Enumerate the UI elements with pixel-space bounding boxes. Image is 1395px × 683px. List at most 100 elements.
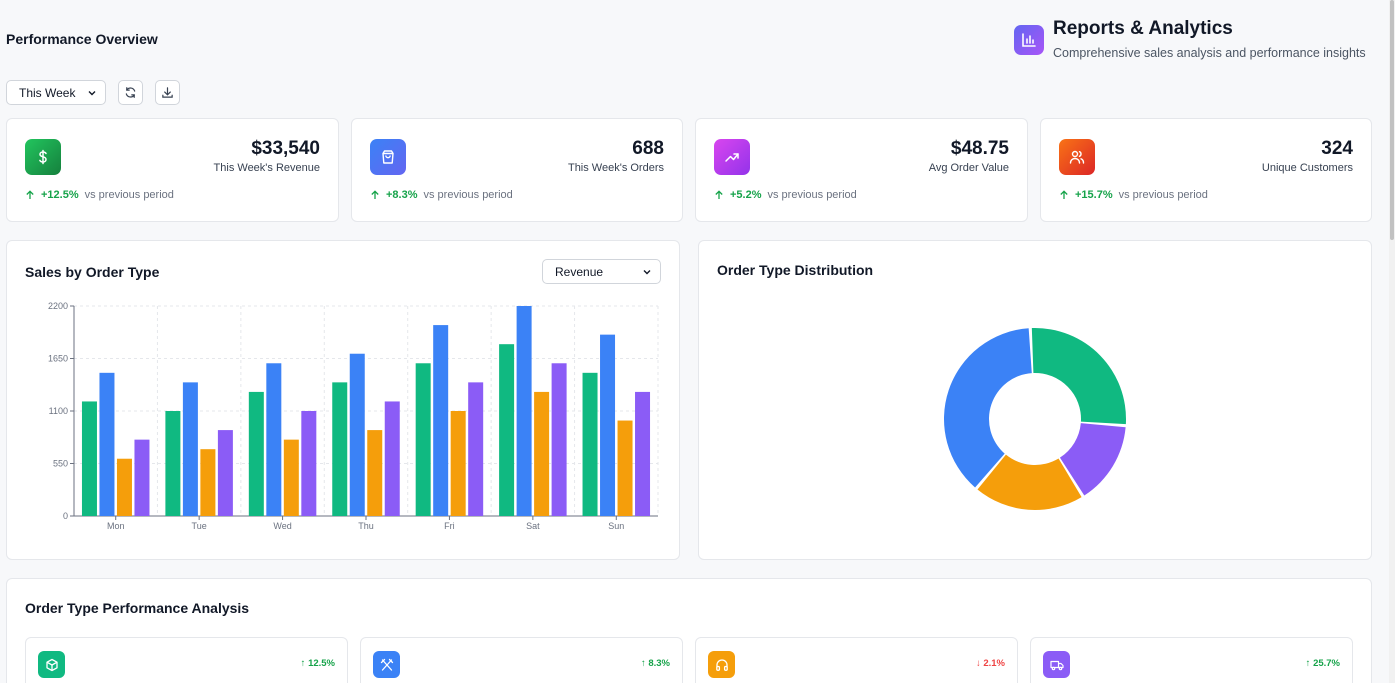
kpi-card-customers: 324 Unique Customers +15.7% vs previous … bbox=[1040, 118, 1372, 222]
arrow-up-icon: ↑ bbox=[300, 658, 309, 669]
bar[interactable] bbox=[248, 391, 264, 516]
kpi-value: 688 bbox=[632, 138, 664, 159]
kpi-change: +15.7% bbox=[1075, 189, 1113, 201]
download-icon bbox=[162, 87, 173, 98]
scrollbar-track[interactable] bbox=[1389, 0, 1395, 683]
bar[interactable] bbox=[433, 325, 449, 516]
analysis-trend-value: 2.1% bbox=[983, 658, 1005, 669]
bar[interactable] bbox=[301, 411, 317, 516]
analysis-trend: ↑ 12.5% bbox=[301, 658, 335, 669]
kpi-card-revenue: $33,540 This Week's Revenue +12.5% vs pr… bbox=[6, 118, 339, 222]
x-tick-label: Thu bbox=[358, 521, 374, 531]
bar[interactable] bbox=[266, 363, 282, 516]
bar[interactable] bbox=[217, 430, 233, 516]
analysis-trend-value: 12.5% bbox=[308, 658, 335, 669]
arrow-up-icon bbox=[371, 190, 379, 199]
analysis-trend-value: 8.3% bbox=[648, 658, 670, 669]
chevron-down-icon bbox=[88, 90, 96, 95]
y-tick-label: 2200 bbox=[48, 301, 68, 311]
bar[interactable] bbox=[99, 372, 115, 516]
analysis-card-package[interactable]: ↑ 12.5% bbox=[25, 637, 348, 683]
refresh-button[interactable] bbox=[118, 80, 143, 105]
donut-slice[interactable] bbox=[977, 454, 1082, 510]
bar[interactable] bbox=[384, 401, 400, 516]
kpi-label: Unique Customers bbox=[1261, 162, 1353, 174]
package-icon bbox=[38, 651, 65, 678]
bar-chart-icon bbox=[1014, 25, 1044, 55]
x-tick-label: Sun bbox=[608, 521, 624, 531]
distribution-chart-card: Order Type Distribution bbox=[698, 240, 1372, 560]
analysis-title: Order Type Performance Analysis bbox=[25, 600, 250, 616]
bar[interactable] bbox=[499, 344, 515, 516]
bar[interactable] bbox=[635, 391, 651, 516]
kpi-value: $48.75 bbox=[950, 138, 1009, 159]
chevron-down-icon bbox=[643, 269, 651, 274]
analysis-trend-value: 25.7% bbox=[1313, 658, 1340, 669]
bar[interactable] bbox=[200, 449, 216, 516]
y-tick-label: 1650 bbox=[48, 354, 68, 364]
scrollbar-thumb[interactable] bbox=[1390, 0, 1394, 240]
x-tick-label: Wed bbox=[273, 521, 291, 531]
analysis-trend: ↑ 8.3% bbox=[641, 658, 670, 669]
metric-select[interactable]: Revenue bbox=[542, 259, 661, 284]
toolbar: This Week bbox=[6, 80, 180, 105]
kpi-trend: +8.3% vs previous period bbox=[370, 189, 513, 201]
kpi-label: This Week's Orders bbox=[567, 162, 664, 174]
arrow-up-icon: ↑ bbox=[1305, 658, 1314, 669]
sales-bar-chart: 0 550 1100 1650 2200 Mon Tue Wed Thu Fri Sat Sun bbox=[48, 301, 659, 531]
distribution-chart-title: Order Type Distribution bbox=[717, 262, 874, 278]
kpi-trend: +12.5% vs previous period bbox=[25, 189, 174, 201]
bar[interactable] bbox=[468, 382, 484, 516]
kpi-change: +12.5% bbox=[41, 189, 79, 201]
donut-slice[interactable] bbox=[1059, 423, 1126, 496]
x-tick-label: Tue bbox=[192, 521, 207, 531]
kpi-change: +5.2% bbox=[730, 189, 762, 201]
bar[interactable] bbox=[332, 382, 348, 516]
kpi-trend: +5.2% vs previous period bbox=[714, 189, 857, 201]
period-select-value: This Week bbox=[19, 85, 76, 100]
bar[interactable] bbox=[516, 306, 532, 516]
headphones-icon bbox=[708, 651, 735, 678]
arrow-up-icon bbox=[1060, 190, 1068, 199]
donut-slice[interactable] bbox=[944, 328, 1032, 488]
bar[interactable] bbox=[367, 430, 383, 516]
y-tick-label: 1100 bbox=[49, 406, 68, 416]
kpi-label: Avg Order Value bbox=[928, 162, 1009, 174]
kpi-compare: vs previous period bbox=[84, 189, 174, 201]
kpi-value: 324 bbox=[1321, 138, 1353, 159]
bar[interactable] bbox=[116, 458, 132, 516]
analysis-trend: ↑ 25.7% bbox=[1306, 658, 1340, 669]
bar[interactable] bbox=[349, 353, 365, 516]
arrow-up-icon: ↑ bbox=[640, 658, 649, 669]
bar[interactable] bbox=[600, 334, 616, 516]
analysis-card-delivery[interactable]: ↑ 25.7% bbox=[1030, 637, 1353, 683]
distribution-donut-chart bbox=[944, 328, 1126, 510]
arrow-up-icon bbox=[715, 190, 723, 199]
bar[interactable] bbox=[81, 401, 97, 516]
brand-subtitle: Comprehensive sales analysis and perform… bbox=[1053, 46, 1366, 60]
y-tick-label: 550 bbox=[53, 459, 68, 469]
download-button[interactable] bbox=[155, 80, 180, 105]
trending-up-icon bbox=[714, 139, 750, 175]
kpi-change: +8.3% bbox=[386, 189, 418, 201]
bar[interactable] bbox=[283, 439, 299, 516]
sales-chart-card: Sales by Order Type Revenue 0 550 1100 1650… bbox=[6, 240, 680, 560]
bar[interactable] bbox=[165, 411, 181, 516]
bar[interactable] bbox=[617, 420, 633, 516]
analysis-card-phone[interactable]: ↓ 2.1% bbox=[695, 637, 1018, 683]
bar[interactable] bbox=[134, 439, 150, 516]
dollar-icon bbox=[25, 139, 61, 175]
kpi-card-avg-order: $48.75 Avg Order Value +5.2% vs previous… bbox=[695, 118, 1028, 222]
bar[interactable] bbox=[450, 411, 466, 516]
kpi-compare: vs previous period bbox=[1118, 189, 1208, 201]
arrow-down-icon: ↓ bbox=[975, 658, 984, 669]
donut-slice[interactable] bbox=[1031, 328, 1126, 425]
bar[interactable] bbox=[551, 363, 567, 516]
bar[interactable] bbox=[182, 382, 198, 516]
sales-chart-title: Sales by Order Type bbox=[25, 264, 160, 280]
period-select[interactable]: This Week bbox=[6, 80, 106, 105]
analysis-card-dine-in[interactable]: ↑ 8.3% bbox=[360, 637, 683, 683]
bar[interactable] bbox=[415, 363, 431, 516]
bar[interactable] bbox=[582, 372, 598, 516]
bar[interactable] bbox=[534, 391, 550, 516]
